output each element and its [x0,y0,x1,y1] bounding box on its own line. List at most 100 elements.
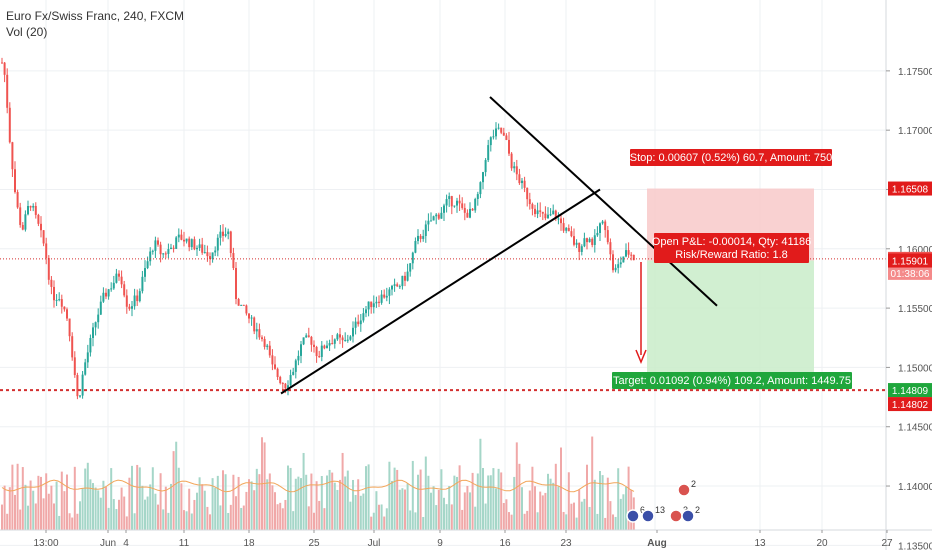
candle-up[interactable] [424,224,427,237]
candle-up[interactable] [185,238,188,242]
candle-up[interactable] [474,199,477,211]
candle-down[interactable] [164,253,167,255]
candle-down[interactable] [383,294,386,298]
candle-down[interactable] [40,223,42,231]
candle-up[interactable] [344,340,347,342]
candle-up[interactable] [55,299,58,301]
candle-up[interactable] [266,345,269,347]
candle-up[interactable] [476,194,479,200]
candle-up[interactable] [297,355,300,361]
candle-down[interactable] [466,212,469,218]
candle-down[interactable] [232,253,235,268]
candle-up[interactable] [622,256,625,263]
candle-up[interactable] [86,352,89,363]
candle-up[interactable] [414,241,417,253]
candle-up[interactable] [406,271,409,281]
target-label-box[interactable] [612,372,852,389]
candle-up[interactable] [549,214,552,216]
candle-up[interactable] [445,199,448,206]
event-badge-icon[interactable] [669,509,683,523]
candle-up[interactable] [614,267,617,271]
candle-up[interactable] [214,250,217,253]
candle-down[interactable] [323,345,326,349]
candle-down[interactable] [573,236,575,245]
candle-up[interactable] [593,235,596,245]
candle-down[interactable] [315,346,318,357]
candle-down[interactable] [318,356,321,358]
candle-down[interactable] [510,153,513,169]
candle-down[interactable] [188,238,191,248]
candle-down[interactable] [261,337,263,339]
candle-up[interactable] [58,299,61,301]
candle-down[interactable] [544,213,547,219]
symbol-title[interactable]: Euro Fx/Swiss Franc, 240, FXCM [6,9,185,23]
candle-up[interactable] [492,136,495,138]
candle-up[interactable] [107,289,110,297]
candle-up[interactable] [97,314,100,323]
candle-up[interactable] [326,345,328,349]
candle-up[interactable] [422,236,425,239]
candle-up[interactable] [190,239,193,248]
candle-down[interactable] [159,244,162,255]
candle-up[interactable] [557,218,560,220]
candle-up[interactable] [372,303,375,308]
candle-down[interactable] [458,200,461,204]
candle-up[interactable] [328,343,331,346]
candle-down[interactable] [341,337,344,341]
candle-up[interactable] [596,232,599,236]
candle-down[interactable] [404,275,406,281]
candle-up[interactable] [162,253,165,255]
candle-down[interactable] [183,239,185,242]
candle-up[interactable] [599,223,601,233]
candle-up[interactable] [469,208,471,218]
candle-up[interactable] [84,362,87,375]
candle-up[interactable] [211,252,214,259]
candle-up[interactable] [131,306,133,309]
candle-down[interactable] [370,301,373,308]
candle-down[interactable] [331,343,334,345]
candle-down[interactable] [34,205,37,215]
candle-down[interactable] [437,214,440,219]
candle-up[interactable] [175,237,178,249]
candle-down[interactable] [567,227,570,232]
candle-up[interactable] [443,205,445,213]
candle-up[interactable] [170,247,172,250]
candle-down[interactable] [276,368,279,378]
candle-up[interactable] [380,294,383,303]
candle-up[interactable] [521,180,523,184]
candle-up[interactable] [177,234,180,238]
candle-down[interactable] [105,292,107,297]
candle-up[interactable] [227,231,230,235]
candle-up[interactable] [219,231,222,238]
candle-down[interactable] [531,204,534,209]
candle-up[interactable] [138,291,141,302]
candle-down[interactable] [29,205,32,208]
volume-indicator-label[interactable]: Vol (20) [6,25,48,39]
candle-down[interactable] [42,230,45,244]
candle-up[interactable] [365,309,367,314]
candle-down[interactable] [16,192,19,208]
candle-up[interactable] [547,214,549,219]
candle-down[interactable] [123,284,126,296]
candle-down[interactable] [118,273,120,277]
descending-trendline[interactable] [489,96,718,307]
candle-up[interactable] [375,301,378,304]
candle-up[interactable] [102,292,105,302]
candle-up[interactable] [99,301,102,315]
candle-down[interactable] [8,107,11,143]
candle-down[interactable] [554,210,557,219]
candle-down[interactable] [450,196,453,207]
candle-up[interactable] [346,339,349,341]
candle-down[interactable] [518,174,521,184]
candle-up[interactable] [94,322,97,328]
candle-down[interactable] [606,230,609,243]
candle-up[interactable] [352,327,354,337]
candle-down[interactable] [71,336,74,358]
candle-down[interactable] [237,299,240,306]
candle-up[interactable] [146,261,149,269]
candle-up[interactable] [482,172,484,183]
candle-down[interactable] [419,235,422,239]
candle-down[interactable] [14,169,16,193]
candle-up[interactable] [619,262,622,265]
candle-down[interactable] [271,355,274,365]
